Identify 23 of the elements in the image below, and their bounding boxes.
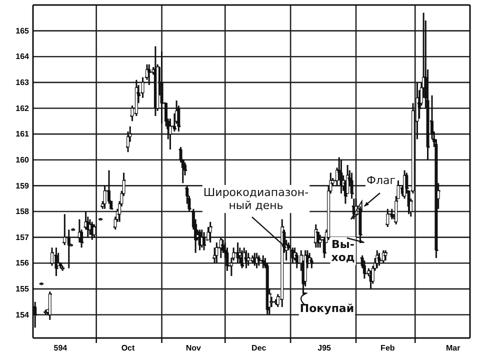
x-tick-label: Feb: [380, 344, 395, 353]
y-tick-label: 161: [16, 130, 30, 139]
y-tick-label: 155: [16, 284, 30, 294]
y-tick-label: 157: [16, 232, 30, 242]
y-tick-label: 165: [16, 26, 30, 36]
x-tick-label: J95: [318, 344, 332, 353]
annotation: Широкодиапазон- ный день: [203, 186, 309, 212]
y-tick-label: 163: [16, 78, 30, 87]
x-tick-label: Nov: [186, 344, 202, 353]
y-tick-label: 160: [16, 155, 30, 164]
x-tick-label: Dec: [252, 344, 267, 353]
y-tick-label: 162: [16, 104, 30, 113]
annotation: Флаг: [366, 174, 396, 187]
y-tick-label: 159: [16, 181, 30, 190]
y-tick-label: 156: [16, 258, 30, 268]
x-tick-label: 594: [54, 344, 68, 353]
annotation: Покупай: [300, 302, 354, 315]
x-tick-label: Mar: [446, 344, 460, 353]
y-tick-label: 164: [16, 52, 30, 62]
y-tick-label: 154: [16, 310, 30, 320]
annotation: Вы- ход: [331, 238, 355, 264]
x-tick-label: Oct: [121, 344, 135, 353]
y-tick-label: 158: [16, 207, 30, 216]
